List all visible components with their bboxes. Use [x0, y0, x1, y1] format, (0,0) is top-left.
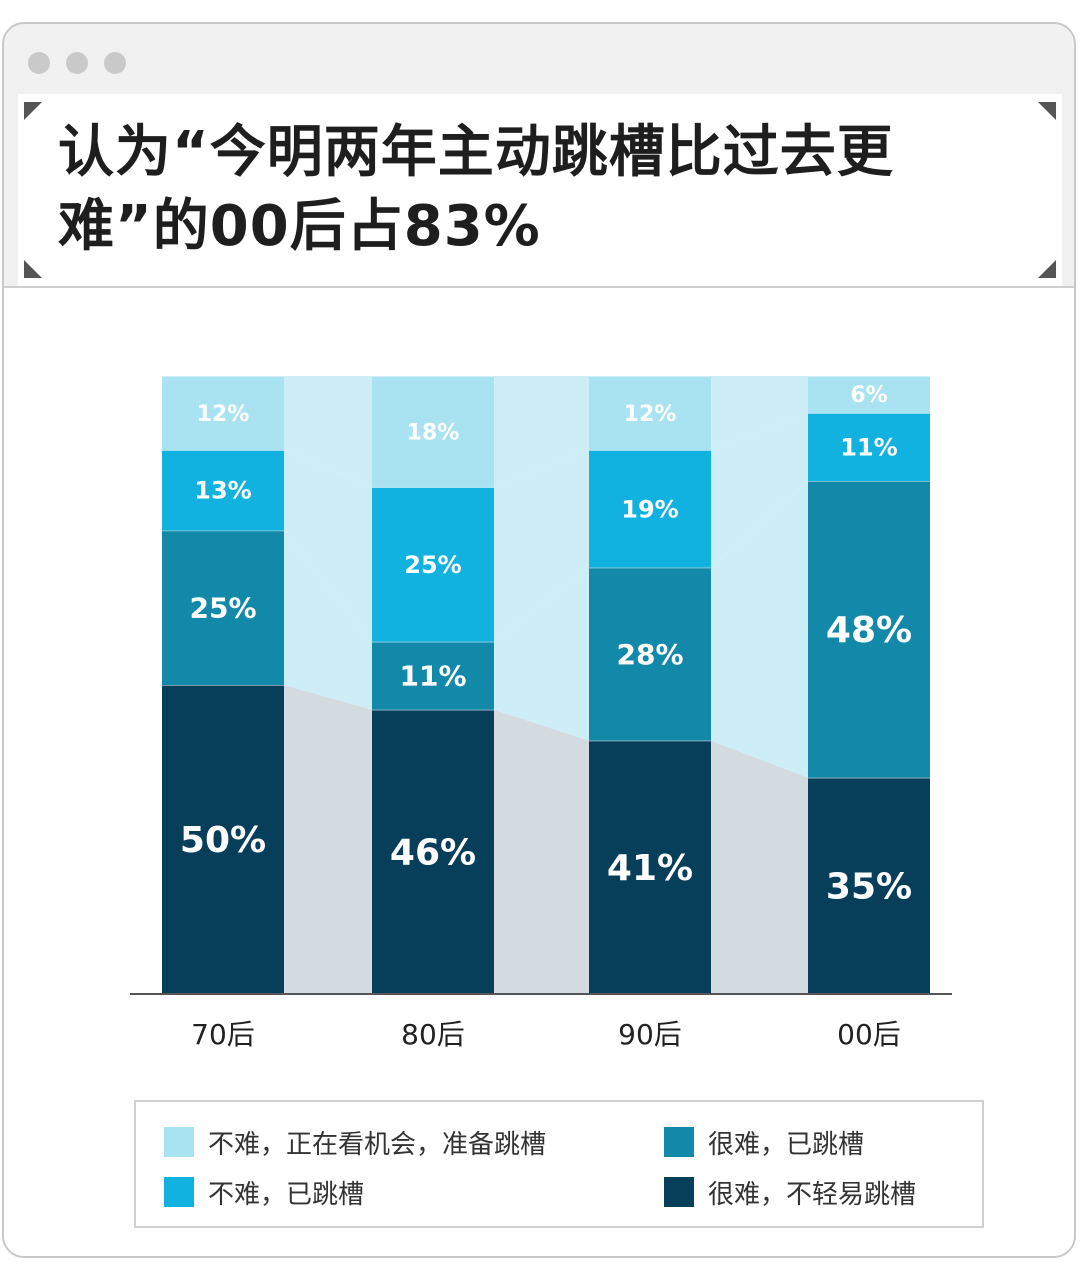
legend-item: 很难，已跳槽: [664, 1122, 864, 1162]
divider: [4, 286, 1074, 288]
bar-segment: [372, 487, 494, 642]
connector-band: [494, 567, 589, 741]
data-label: 12%: [197, 402, 250, 427]
corner-marker-icon: [1038, 260, 1056, 278]
bar-segment: [162, 530, 284, 685]
data-label: 6%: [850, 383, 887, 408]
corner-marker-icon: [1038, 102, 1056, 120]
data-label: 19%: [621, 495, 678, 523]
data-label: 13%: [194, 477, 251, 505]
bar-segment: [372, 376, 494, 488]
title-panel: 认为“今明两年主动跳槽比过去更难”的00后占83%: [18, 94, 1062, 286]
x-tick-label: 80后: [401, 1018, 465, 1051]
bar-segment: [372, 641, 494, 710]
bar-segment: [162, 376, 284, 451]
legend-item: 很难，不轻易跳槽: [664, 1172, 916, 1212]
legend-label: 很难，不轻易跳槽: [708, 1179, 917, 1210]
bar-segment: [808, 481, 930, 778]
data-label: 35%: [826, 866, 912, 907]
connector-band: [711, 481, 808, 778]
data-label: 46%: [390, 832, 476, 873]
bar-segment: [808, 376, 930, 414]
browser-window: 认为“今明两年主动跳槽比过去更难”的00后占83% 50% 25% 13% 12% 46…: [2, 22, 1076, 1258]
bar-segment: [589, 376, 711, 451]
x-tick-label: 00后: [837, 1018, 901, 1051]
connector-band: [494, 709, 589, 994]
legend-label: 很难，已跳槽: [708, 1129, 865, 1160]
bar-segment: [808, 413, 930, 482]
window-dot-icon: [28, 52, 50, 74]
bar-segment: [372, 709, 494, 994]
bar-segment: [808, 777, 930, 994]
data-label: 18%: [407, 420, 460, 445]
legend-swatch: [664, 1127, 694, 1157]
corner-marker-icon: [24, 102, 42, 120]
connector-band: [284, 685, 372, 994]
chart-legend: 不难，正在看机会，准备跳槽 很难，已跳槽 不难，已跳槽 很难，不轻易跳槽: [134, 1100, 984, 1228]
legend-swatch: [164, 1127, 194, 1157]
bar-segment: [589, 567, 711, 741]
bar-segment: [589, 740, 711, 994]
x-tick-label: 70后: [191, 1018, 255, 1051]
corner-marker-icon: [24, 260, 42, 278]
connector-band: [284, 376, 372, 488]
bar-segment: [162, 450, 284, 531]
connector-band: [494, 376, 589, 488]
stacked-bar-chart: 50% 25% 13% 12% 46% 11% 25% 18% 41% 28% 19% 12% 35% 4…: [130, 375, 952, 1051]
legend-item: 不难，正在看机会，准备跳槽: [164, 1122, 546, 1162]
data-label: 12%: [624, 402, 677, 427]
data-label: 28%: [616, 638, 683, 671]
connector-band: [711, 376, 808, 451]
data-label: 11%: [840, 433, 897, 461]
data-label: 11%: [399, 660, 466, 693]
window-dot-icon: [66, 52, 88, 74]
bar-segment: [162, 685, 284, 994]
legend-label: 不难，正在看机会，准备跳槽: [208, 1129, 547, 1160]
connector-band: [711, 740, 808, 994]
legend-swatch: [164, 1177, 194, 1207]
connector-band: [284, 450, 372, 642]
page-title: 认为“今明两年主动跳槽比过去更难”的00后占83%: [58, 120, 894, 259]
data-label: 25%: [189, 592, 256, 625]
bar-segment: [589, 450, 711, 568]
legend-item: 不难，已跳槽: [164, 1172, 364, 1212]
window-dot-icon: [104, 52, 126, 74]
chart-panel: 50% 25% 13% 12% 46% 11% 25% 18% 41% 28% 19% 12% 35% 4…: [4, 288, 1074, 1256]
data-label: 41%: [607, 848, 693, 889]
connector-band: [711, 413, 808, 568]
data-label: 48%: [826, 610, 912, 651]
data-label: 50%: [180, 820, 266, 861]
legend-label: 不难，已跳槽: [208, 1179, 365, 1210]
legend-swatch: [664, 1177, 694, 1207]
connector-band: [494, 450, 589, 642]
x-tick-label: 90后: [618, 1018, 682, 1051]
connector-band: [284, 530, 372, 710]
data-label: 25%: [404, 551, 461, 579]
